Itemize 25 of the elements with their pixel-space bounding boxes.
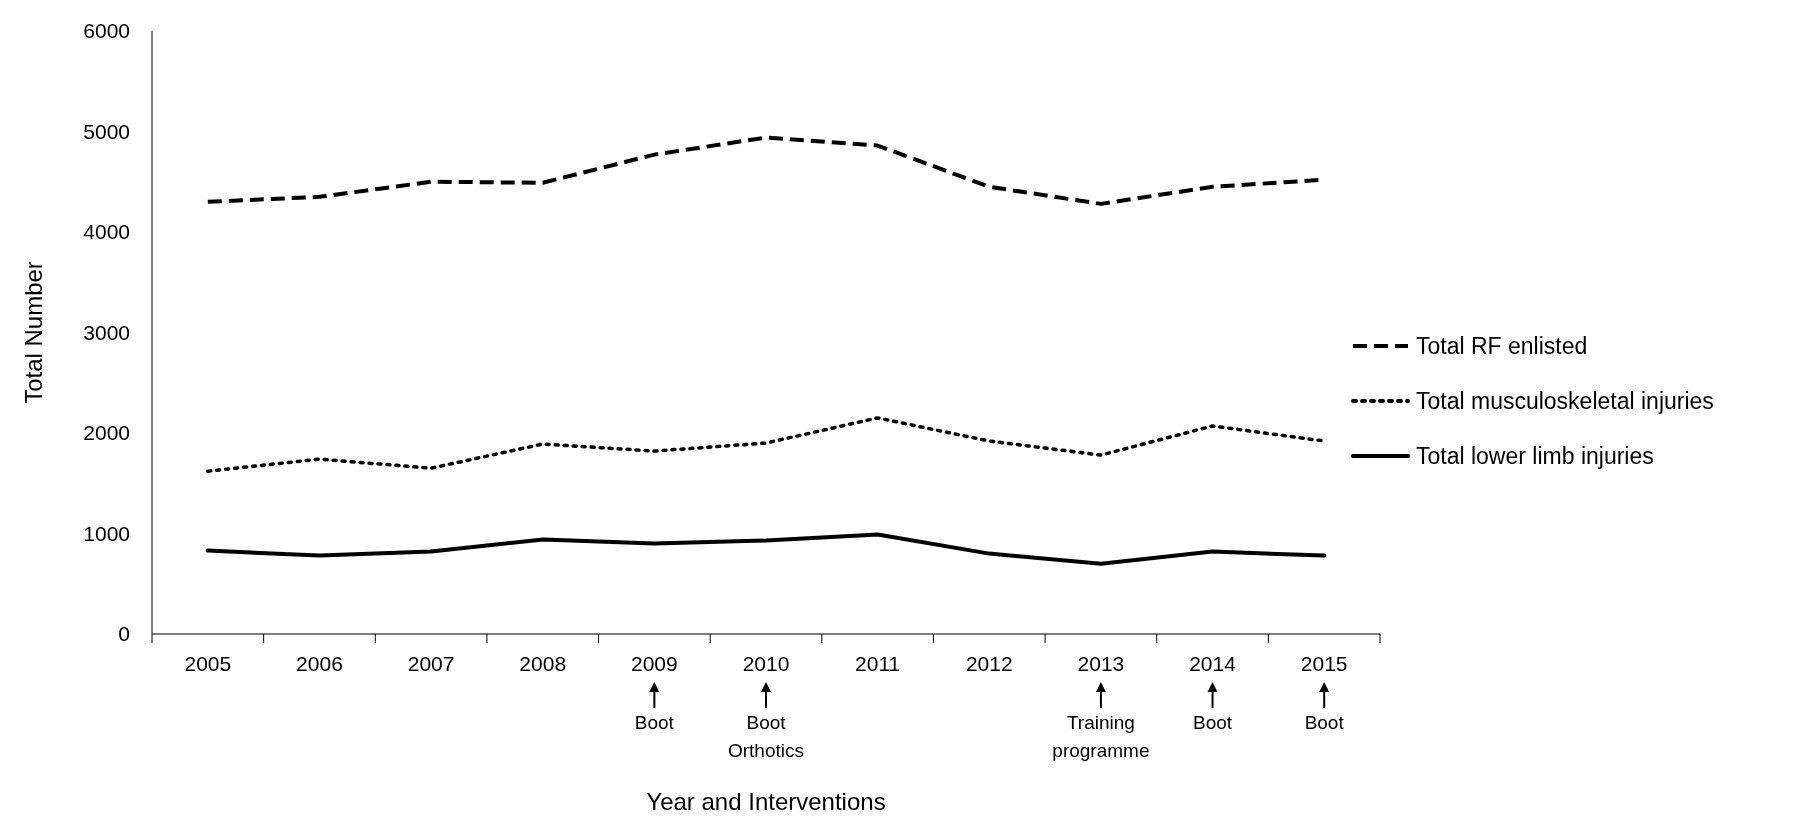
x-tick-label: 2008 — [519, 652, 567, 675]
x-tick-label: 2006 — [296, 652, 343, 675]
y-tick-label: 2000 — [83, 421, 130, 445]
category-label: 2010 Boot Orthotics — [727, 652, 805, 761]
category-label: 2014 Boot — [1189, 652, 1236, 733]
y-tick-label: 0 — [118, 622, 130, 646]
category-label: 2013 Training programme — [1052, 652, 1150, 761]
line-series — [206, 416, 1326, 473]
y-tick-label: 4000 — [83, 220, 130, 244]
y-tick-label: 1000 — [83, 521, 130, 545]
x-tick-label: 2005 — [184, 652, 232, 675]
x-tick-label: 2011 — [855, 652, 901, 675]
y-tick-label: 5000 — [83, 119, 130, 143]
x-tick-label: 2012 — [965, 652, 1013, 675]
y-tick-label: 6000 — [83, 19, 130, 43]
x-tick-label: 2007 — [407, 652, 455, 675]
legend-label: Total lower limb injuries — [1416, 443, 1654, 470]
category-label: 2009 Boot — [631, 652, 678, 733]
y-axis-title: Total Number — [20, 261, 47, 404]
x-axis-title: Year and Interventions — [646, 788, 886, 815]
legend-label: Total RF enlisted — [1416, 333, 1588, 360]
category-label: 2015 Boot — [1300, 652, 1348, 733]
line-series — [205, 532, 1327, 566]
legend-label: Total musculoskeletal injuries — [1416, 388, 1714, 415]
y-tick-label: 3000 — [83, 320, 130, 344]
